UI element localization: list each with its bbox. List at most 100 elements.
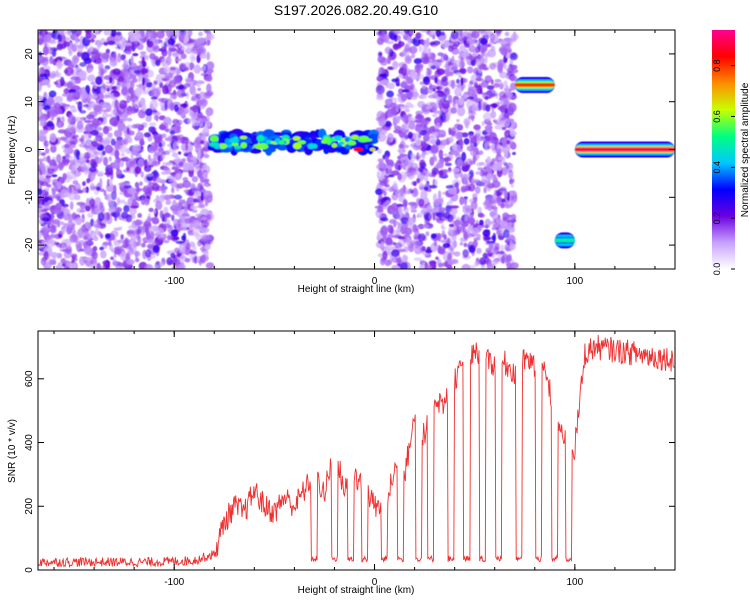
spectrogram-noise-blob [103,30,112,36]
spectrogram-noise-blob [510,190,517,197]
spectrogram-noise-blob [405,79,414,84]
spectrogram-noise-blob [150,145,158,152]
spectrogram-noise-blob [42,189,46,193]
spectrogram-noise-blob [71,85,81,91]
spectrogram-noise-blob [47,165,55,169]
spectrogram-noise-blob [448,167,452,171]
spectrogram-x-ticks: -100 0 100 [53,30,656,287]
spectrogram-noise-blob [501,212,510,221]
snr-panel: -100 0 100 0 200 400 600 Height of straight l… [7,330,676,596]
spectrogram-band-core [253,144,261,148]
spectrogram-noise-blob [375,188,384,196]
spectrogram-noise-blob [90,174,94,182]
spectrogram-noise-blob [109,116,119,127]
spectrogram-noise-blob [168,121,172,127]
spectrogram-noise-blob [62,158,71,164]
spectrogram-noise-blob [483,186,487,194]
spectrogram-noise-blob [136,185,140,194]
spectrogram-noise-blob [438,207,446,213]
spectrogram-noise-blob [421,142,429,148]
spectrogram-noise-blob [395,82,401,87]
spectrogram-noise-blob [127,198,132,204]
spectrogram-band-core [333,135,341,141]
spectrogram-noise-blob [71,136,76,140]
x-tick-label: 100 [566,577,583,588]
spectrogram-noise-blob [192,227,199,237]
spectrogram-noise-blob [401,114,409,124]
spectrogram-noise-blob [132,53,139,57]
spectrogram-noise-blob [398,74,404,79]
spectrogram-noise-blob [506,118,515,123]
spectrogram-noise-blob [112,258,117,267]
spectrogram-noise-blob [47,83,51,89]
spectrogram-noise-blob [465,120,469,129]
spectrogram-noise-blob [380,257,386,266]
spectrogram-noise-blob [167,47,172,58]
spectrogram-noise-blob [175,173,182,181]
spectrogram-noise-blob [162,78,168,82]
spectrogram-noise-blob [467,88,476,99]
spectrogram-noise-blob [466,145,474,152]
spectrogram-noise-blob [458,98,465,106]
spectrogram-noise-blob [65,128,71,132]
spectrogram-noise-blob [71,129,76,133]
spectrogram-noise-blob [62,155,66,160]
spectrogram-band-peak [369,147,376,152]
spectrogram-noise-blob [450,30,459,40]
spectrogram-x-axis-label: Height of straight line (km) [298,284,415,295]
spectrogram-noise-blob [201,235,211,245]
spectrogram-noise-blob [466,158,473,165]
spectrogram-noise-blob [387,136,391,145]
spectrogram-noise-blob [134,220,143,226]
spectrogram-noise-blob [459,44,466,53]
x-tick-label: 0 [372,276,378,287]
spectrogram-noise-blob [509,52,518,61]
spectrogram-noise-blob [197,170,203,178]
spectrogram-noise-blob [509,240,513,250]
spectrogram-noise-blob [85,198,90,207]
spectrogram-noise-blob [410,152,416,162]
spectrogram-noise-blob [458,93,462,97]
spectrogram-noise-blob [101,52,110,60]
spectrogram-noise-blob [402,105,409,109]
snr-plot-area [38,331,675,570]
spectrogram-noise-blob [427,94,437,99]
spectrogram-noise-blob [45,174,52,179]
spectrogram-noise-blob [99,265,106,269]
spectrogram-noise-blob [473,124,481,131]
spectrogram-marks [38,30,675,269]
spectrogram-noise-blob [116,197,121,205]
spectrogram-noise-blob [104,102,110,107]
spectrogram-noise-blob [161,58,166,67]
spectrogram-noise-blob [172,53,181,58]
spectrogram-noise-blob [49,259,55,266]
spectrogram-noise-blob [480,47,485,58]
spectrogram-noise-blob [62,212,71,221]
spectrogram-noise-blob [443,52,447,60]
spectrogram-noise-blob [121,113,128,121]
spectrogram-noise-blob [463,198,468,206]
y-tick-label: 0 [24,567,35,573]
spectrogram-noise-blob [437,52,444,57]
spectrogram-noise-blob [203,92,212,99]
spectrogram-noise-blob [503,229,510,239]
spectrogram-noise-blob [453,251,461,257]
spectrogram-noise-blob [90,260,97,264]
spectrogram-noise-blob [113,158,121,168]
spectrogram-noise-blob [185,140,189,151]
spectrogram-noise-blob [70,144,74,149]
spectrogram-noise-blob [423,168,427,174]
spectrogram-band-blob [265,146,273,156]
spectrogram-noise-blob [131,214,136,220]
spectrogram-noise-blob [198,91,206,101]
spectrogram-noise-blob [130,236,137,241]
spectrogram-noise-blob [417,233,426,242]
spectrogram-noise-blob [38,175,46,181]
spectrogram-band-core [331,143,338,148]
spectrogram-noise-blob [160,97,169,104]
spectrogram-noise-blob [191,95,196,101]
spectrogram-noise-blob [170,229,179,238]
spectrogram-noise-blob [196,38,206,44]
spectrogram-noise-blob [78,70,87,80]
spectrogram-noise-blob [416,177,421,184]
